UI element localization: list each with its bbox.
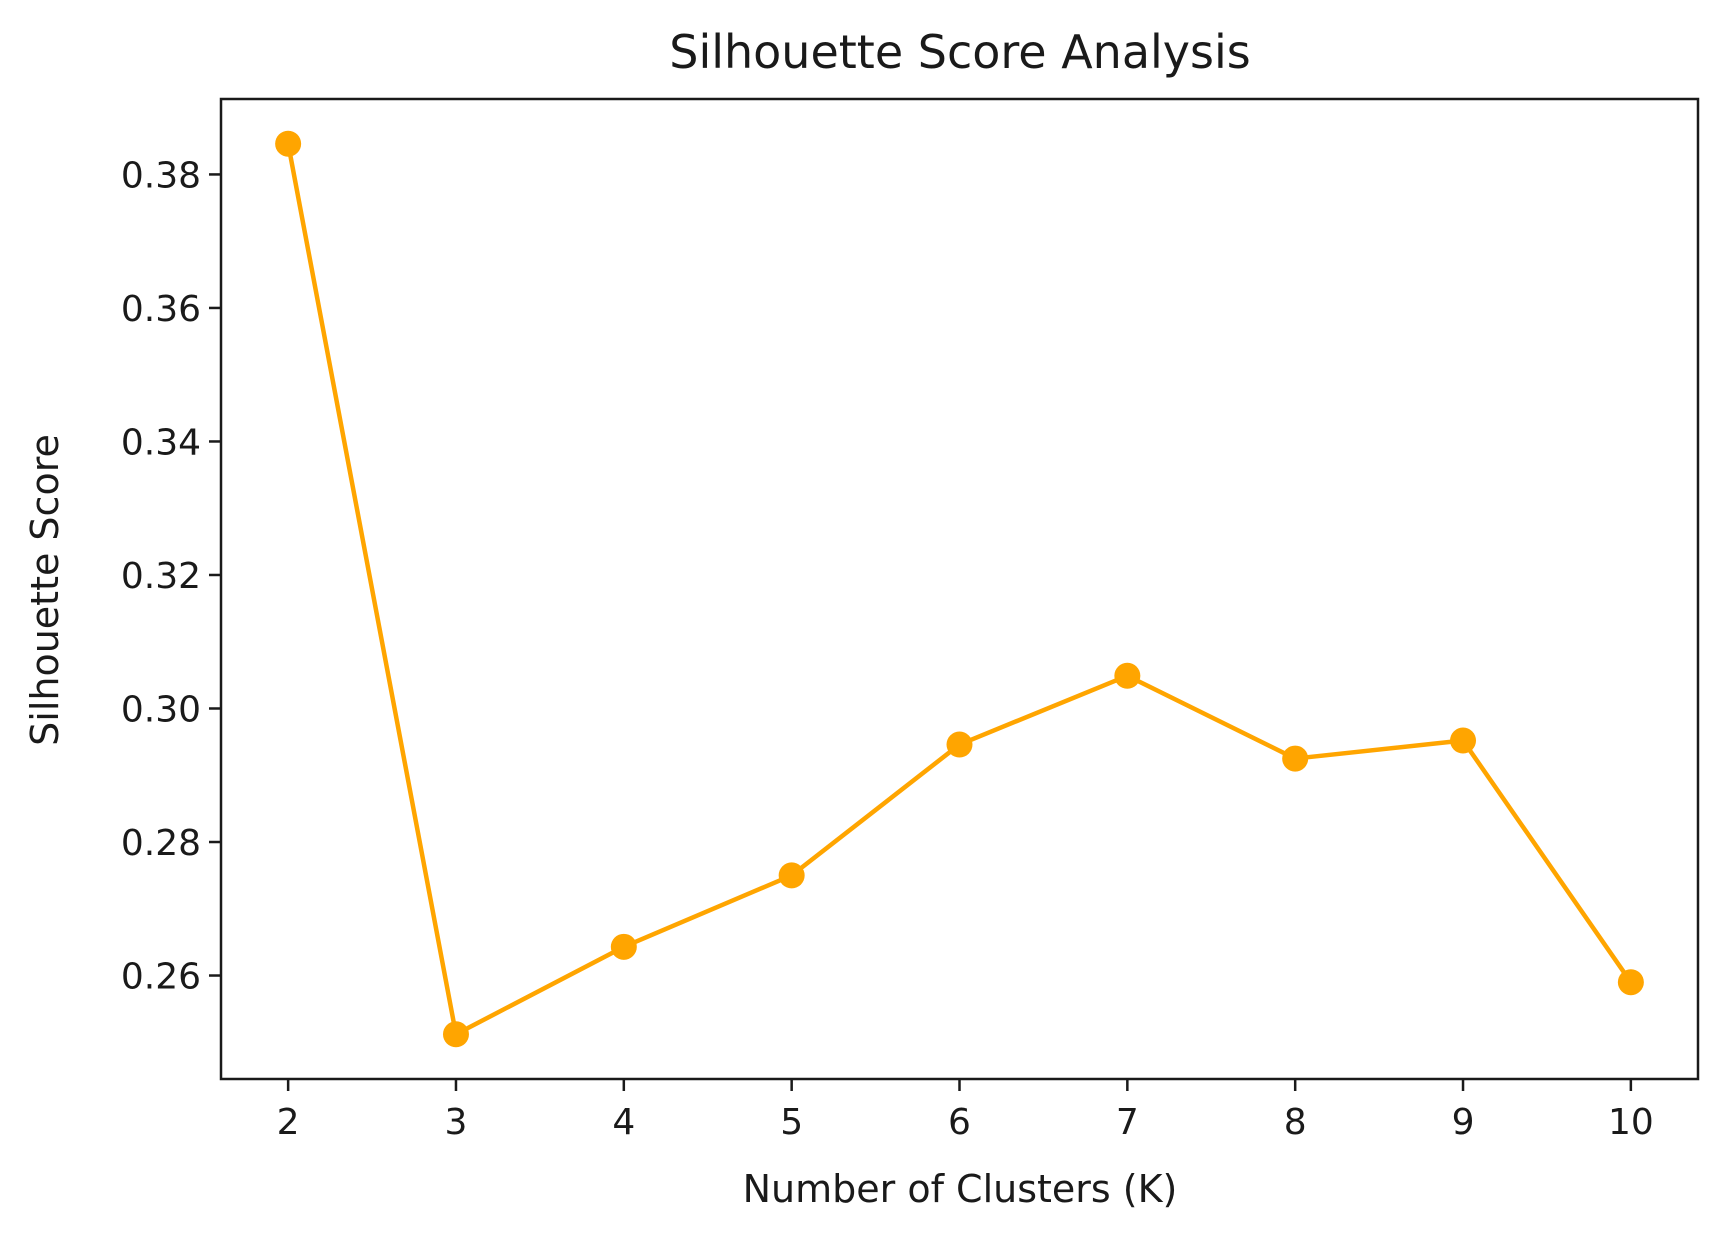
data-point [442,1021,469,1048]
data-point [1114,662,1141,689]
x-tick-label: 3 [445,1102,468,1143]
data-point [1282,745,1309,772]
x-tick-label: 4 [612,1102,635,1143]
series-layer [275,130,1644,1048]
x-tick-label: 5 [780,1102,803,1143]
data-point [1450,727,1477,754]
data-point [1617,969,1644,996]
plot-area-frame [219,97,1700,1081]
x-tick-label: 2 [277,1102,300,1143]
y-tick-label: 0.36 [121,289,201,330]
chart-title: Silhouette Score Analysis [669,25,1251,79]
x-tick-label: 9 [1452,1102,1475,1143]
y-tick-label: 0.32 [121,556,201,597]
x-axis-ticks: 2 3 4 5 6 7 8 9 10 [277,1079,1654,1143]
data-point [778,862,805,889]
y-tick-label: 0.28 [121,823,201,864]
data-point [610,933,637,960]
data-point [275,130,302,157]
x-tick-label: 6 [948,1102,971,1143]
data-point [946,731,973,758]
y-tick-label: 0.30 [121,689,201,730]
y-tick-label: 0.34 [121,422,201,463]
x-tick-label: 7 [1116,1102,1139,1143]
y-axis-ticks: 0.26 0.28 0.30 0.32 0.34 0.36 0.38 [121,155,221,998]
x-tick-label: 10 [1608,1102,1654,1143]
x-axis-label: Number of Clusters (K) [743,1167,1178,1211]
y-tick-label: 0.38 [121,155,201,196]
x-tick-label: 8 [1284,1102,1307,1143]
y-tick-label: 0.26 [121,957,201,998]
y-axis-label: Silhouette Score [23,434,67,746]
